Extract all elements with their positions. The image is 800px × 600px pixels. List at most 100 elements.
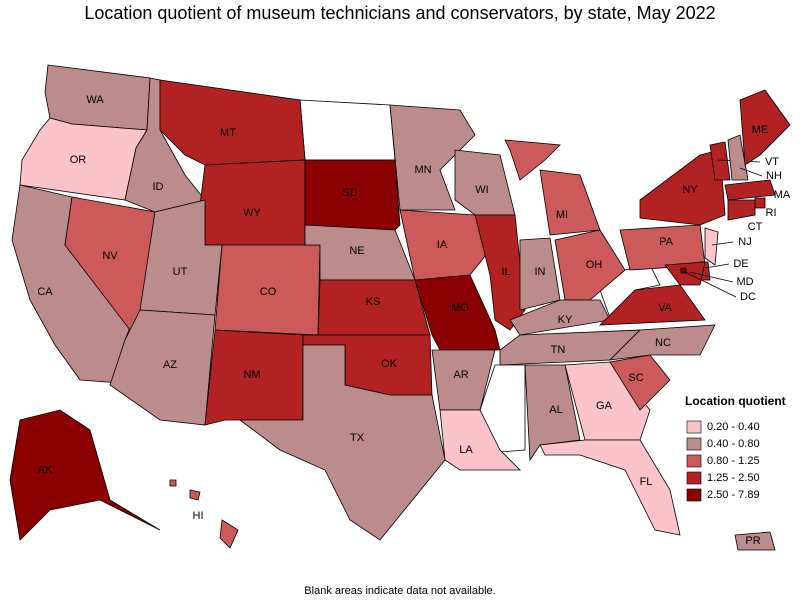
- state-shape: [639, 149, 726, 226]
- state-label: KY: [558, 314, 573, 326]
- state-no-data: [479, 364, 526, 453]
- state-shape: [704, 227, 719, 266]
- state-label: WI: [475, 184, 488, 196]
- state-label: TX: [350, 432, 365, 444]
- state-label: SC: [628, 372, 643, 384]
- state-label: VT: [765, 156, 779, 168]
- state-shape: [454, 149, 516, 216]
- state-label: KS: [366, 296, 381, 308]
- legend-swatch: [686, 420, 702, 434]
- state-label: TN: [551, 344, 566, 356]
- state-shape: [739, 89, 791, 166]
- state-label: PR: [745, 535, 760, 547]
- state-shape: [504, 139, 561, 181]
- state-shape: [399, 209, 491, 281]
- state-label: IA: [437, 239, 448, 251]
- state-label: CA: [37, 286, 53, 298]
- legend-swatch: [686, 437, 702, 451]
- state-label: IL: [501, 266, 510, 278]
- state-label: LA: [459, 444, 473, 456]
- legend-label: 0.80 - 1.25: [707, 455, 760, 467]
- state-label: NC: [655, 337, 671, 349]
- state-shape: [608, 324, 716, 361]
- legend-label: 2.50 - 7.89: [707, 489, 760, 501]
- leader-line: [711, 241, 734, 246]
- state-label: NY: [682, 184, 698, 196]
- legend-label: 0.20 - 0.40: [707, 421, 760, 433]
- state-label: AZ: [163, 359, 177, 371]
- state-label: RI: [766, 207, 777, 219]
- state-shape: [219, 519, 239, 549]
- legend-title: Location quotient: [685, 394, 786, 408]
- state-label: WY: [243, 207, 261, 219]
- state-label: IN: [535, 266, 546, 278]
- state-label: AL: [549, 404, 562, 416]
- state-label: MO: [451, 302, 469, 314]
- no-data-states: [299, 99, 661, 453]
- state-label: NE: [349, 245, 364, 257]
- state-label: GA: [596, 400, 613, 412]
- state-shape: [539, 169, 601, 236]
- state-label: DE: [733, 258, 748, 270]
- state-label: CO: [260, 286, 277, 298]
- state-label: OH: [586, 259, 603, 271]
- state-label: AK: [38, 464, 53, 476]
- state-label: MI: [556, 209, 568, 221]
- state-shape: [159, 79, 306, 166]
- footnote: Blank areas indicate data not available.: [304, 585, 495, 597]
- state-shape: [238, 344, 446, 541]
- state-label: AR: [453, 369, 468, 381]
- state-label: NH: [766, 170, 782, 182]
- state-label: FL: [640, 476, 653, 488]
- legend-swatch: [686, 471, 702, 485]
- leader-line: [689, 271, 734, 283]
- state-shape: [169, 479, 177, 487]
- state-shape: [304, 159, 401, 231]
- state-label: MA: [774, 189, 791, 201]
- state-shape: [609, 354, 671, 411]
- state-shape: [439, 409, 521, 471]
- state-shape: [189, 489, 201, 501]
- legend-label: 1.25 - 2.50: [707, 472, 760, 484]
- state-shape: [474, 214, 526, 331]
- state-label: OR: [70, 154, 87, 166]
- state-label: NV: [102, 250, 118, 262]
- state-shape: [564, 361, 651, 441]
- state-shape: [734, 531, 776, 551]
- state-shape: [499, 329, 642, 366]
- legend-label: 0.40 - 0.80: [707, 438, 760, 450]
- state-label: MD: [736, 276, 753, 288]
- state-label: PA: [659, 236, 674, 248]
- state-label: DC: [740, 291, 756, 303]
- state-label: NJ: [738, 236, 751, 248]
- state-shape: [724, 179, 776, 201]
- state-label: UT: [173, 266, 188, 278]
- state-shape: [194, 159, 306, 246]
- state-label: MT: [220, 127, 236, 139]
- state-shape: [509, 299, 611, 336]
- state-label: WA: [86, 94, 104, 106]
- leader-line: [739, 167, 763, 177]
- state-label: CT: [748, 221, 763, 233]
- state-label: SD: [342, 187, 357, 199]
- state-label: HI: [193, 510, 204, 522]
- state-no-data: [299, 99, 396, 161]
- state-shape: [554, 229, 626, 301]
- state-label: OK: [381, 358, 398, 370]
- state-shape: [664, 261, 706, 286]
- state-shape: [109, 309, 216, 426]
- state-label: ME: [752, 124, 769, 136]
- state-shape: [539, 439, 681, 536]
- leader-line: [682, 270, 737, 298]
- state-label: ID: [153, 181, 164, 193]
- leader-line: [704, 263, 730, 269]
- state-label: MN: [414, 164, 431, 176]
- state-label: NM: [243, 369, 260, 381]
- legend-swatch: [686, 454, 702, 468]
- state-label: VA: [658, 302, 673, 314]
- state-shape: [727, 199, 756, 221]
- state-shape: [709, 141, 731, 181]
- state-shape: [754, 197, 766, 209]
- map-title: Location quotient of museum technicians …: [84, 3, 715, 23]
